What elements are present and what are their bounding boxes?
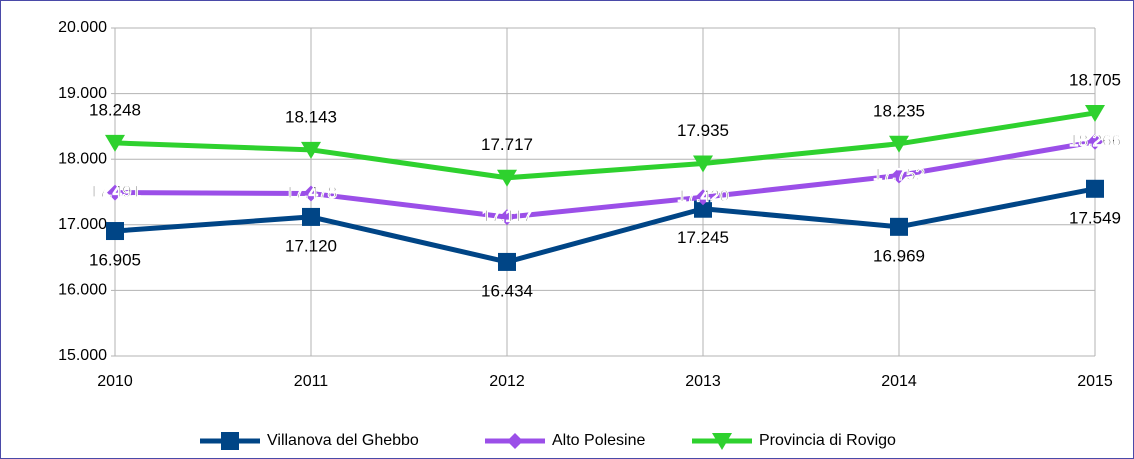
data-label: 16.905 bbox=[89, 251, 141, 270]
y-tick-label: 16.000 bbox=[58, 282, 107, 299]
data-point bbox=[1086, 179, 1104, 198]
data-label: 17.117 bbox=[482, 207, 533, 226]
data-label: 18.235 bbox=[873, 101, 925, 120]
data-point bbox=[499, 209, 515, 226]
data-label: 18.266 bbox=[1069, 131, 1121, 150]
data-label: 17.491 bbox=[89, 182, 141, 201]
series-line bbox=[114, 139, 1096, 220]
series-line bbox=[114, 110, 1096, 181]
data-point bbox=[1087, 133, 1103, 150]
data-label: 17.245 bbox=[677, 228, 729, 247]
data-point bbox=[890, 217, 908, 236]
data-point bbox=[301, 141, 321, 159]
legend-marker bbox=[221, 432, 239, 450]
series-line bbox=[114, 186, 1096, 265]
data-label: 18.248 bbox=[89, 100, 141, 119]
data-point bbox=[693, 155, 713, 173]
data-point bbox=[891, 167, 907, 184]
data-point bbox=[889, 135, 909, 153]
data-label: 17.752 bbox=[873, 165, 925, 184]
data-label: 17.935 bbox=[677, 121, 729, 140]
data-point bbox=[1085, 104, 1105, 122]
x-tick-label: 2014 bbox=[881, 373, 917, 390]
data-point bbox=[105, 134, 125, 152]
data-label: 16.969 bbox=[873, 246, 925, 265]
data-label: 17.420 bbox=[677, 187, 729, 206]
y-tick-label: 17.000 bbox=[58, 216, 107, 233]
legend-marker bbox=[507, 433, 523, 449]
x-tick-label: 2013 bbox=[685, 373, 721, 390]
legend-label: Villanova del Ghebbo bbox=[267, 432, 419, 449]
y-tick-label: 20.000 bbox=[58, 19, 107, 36]
data-point bbox=[497, 169, 517, 187]
data-point bbox=[694, 199, 712, 218]
data-point bbox=[107, 184, 123, 201]
data-label: 18.705 bbox=[1069, 70, 1121, 89]
data-label: 17.549 bbox=[1069, 208, 1121, 227]
legend-marker bbox=[712, 433, 732, 450]
x-tick-label: 2011 bbox=[294, 373, 329, 390]
x-tick-label: 2015 bbox=[1077, 373, 1113, 390]
data-label: 17.717 bbox=[481, 135, 533, 154]
data-point bbox=[498, 252, 516, 271]
x-tick-label: 2010 bbox=[97, 373, 133, 390]
x-tick-label: 2012 bbox=[489, 373, 525, 390]
y-tick-label: 19.000 bbox=[58, 85, 107, 102]
data-label: 16.434 bbox=[481, 281, 533, 300]
legend-label: Provincia di Rovigo bbox=[759, 432, 896, 449]
data-label: 18.143 bbox=[285, 107, 337, 126]
legend-label: Alto Polesine bbox=[552, 432, 645, 449]
y-tick-label: 15.000 bbox=[58, 347, 107, 364]
data-point bbox=[303, 185, 319, 202]
data-point bbox=[695, 189, 711, 206]
y-tick-label: 18.000 bbox=[58, 150, 107, 167]
data-label: 17.120 bbox=[285, 236, 337, 255]
data-point bbox=[106, 222, 124, 241]
data-point bbox=[302, 207, 320, 226]
data-label: 17.478 bbox=[285, 183, 337, 202]
